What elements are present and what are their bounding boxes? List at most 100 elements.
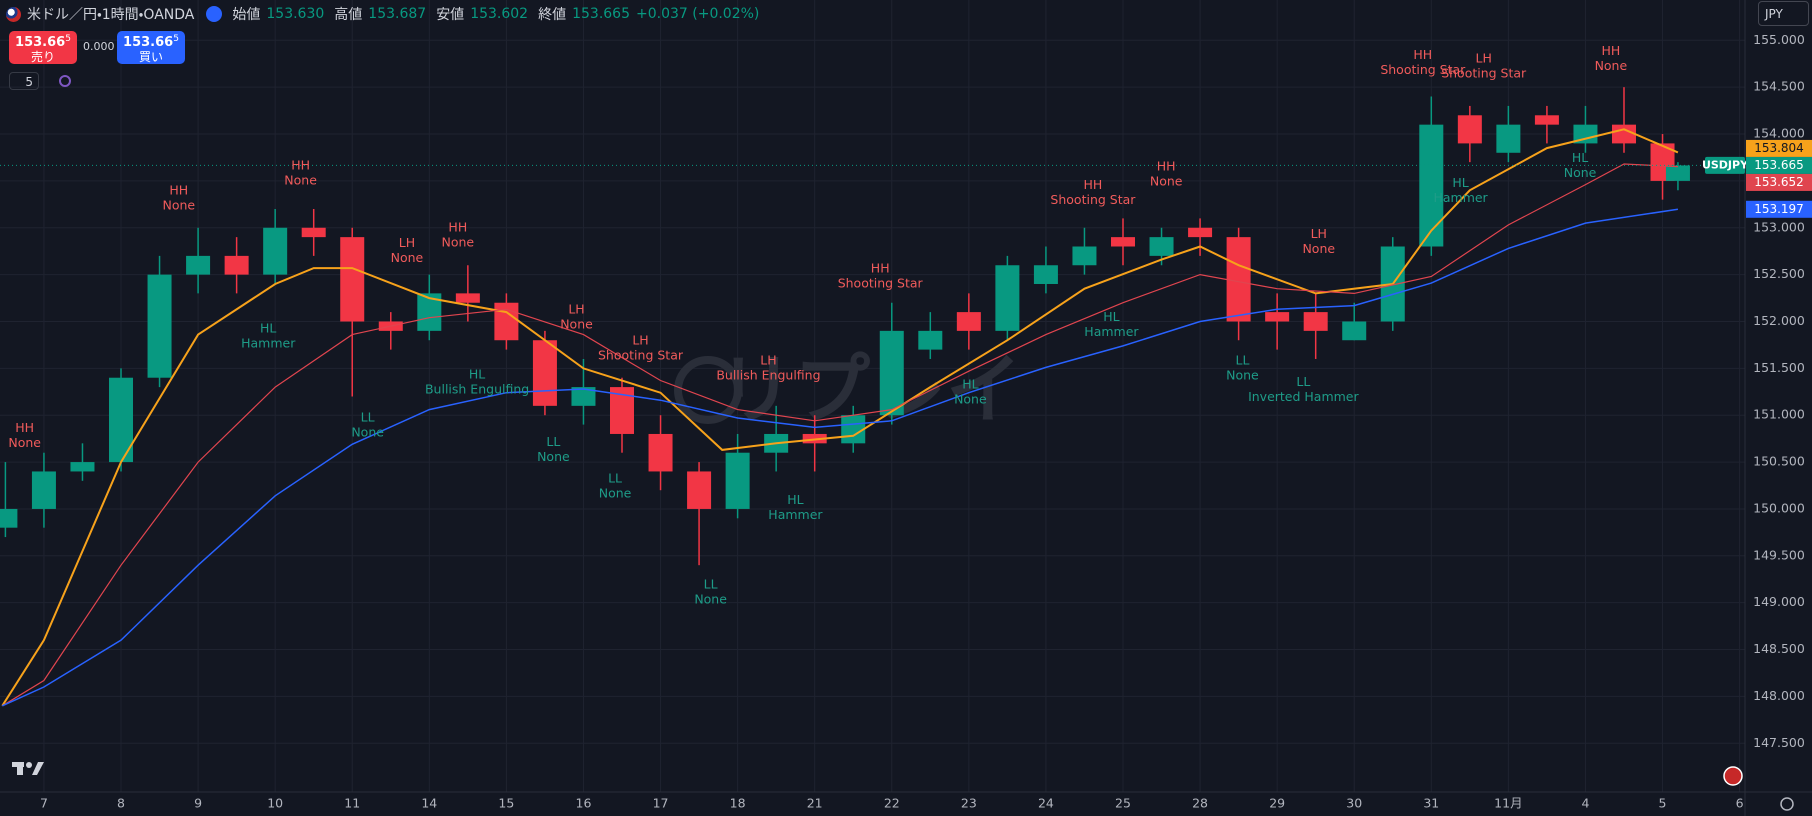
pattern-label: Hammer	[768, 507, 823, 522]
candle-body	[1573, 124, 1598, 144]
header: 米ドル／円・1時間・OANDA 始値 153.630 高値 153.687 安値 15…	[6, 2, 759, 26]
change: +0.037 (+0.02%)	[636, 6, 760, 22]
swing-label: LH	[399, 235, 415, 250]
settings-icon[interactable]	[1780, 797, 1794, 811]
watermark: リプレイ	[718, 345, 1022, 434]
swing-label: HL	[1572, 150, 1588, 165]
swing-label: LH	[568, 302, 584, 317]
ohlc-value: 153.687	[368, 6, 427, 22]
moving-average	[1, 208, 1679, 707]
swing-label: LL	[1296, 374, 1310, 389]
swing-label: HL	[260, 320, 276, 335]
x-tick-label: 22	[884, 796, 900, 811]
candle-body	[879, 330, 904, 416]
pattern-label: None	[1302, 241, 1335, 256]
swing-label: HL	[469, 366, 485, 381]
x-tick-label: 21	[807, 796, 823, 811]
symbol[interactable]: 米ドル／円・1時間・OANDA	[27, 7, 195, 23]
pattern-label: Shooting Star	[598, 348, 684, 363]
swing-label: HH	[15, 420, 34, 435]
candle-body	[571, 387, 596, 406]
candle-body	[1226, 237, 1251, 322]
x-tick-label: 15	[498, 796, 514, 811]
y-tick-label: 149.500	[1753, 547, 1805, 562]
x-tick-label: 31	[1423, 796, 1439, 811]
swing-label: LL	[704, 576, 718, 591]
x-tick-label: 10	[267, 796, 283, 811]
candle-body	[1457, 115, 1482, 144]
swing-label: HH	[1601, 43, 1620, 58]
ohlc-label: 高値	[334, 7, 363, 23]
swing-label: LL	[361, 410, 375, 425]
x-tick-label: 30	[1346, 796, 1362, 811]
swing-label: HH	[169, 183, 188, 198]
y-tick-label: 148.500	[1753, 641, 1805, 656]
candle-body	[1265, 312, 1290, 322]
x-tick-label: 14	[421, 796, 437, 811]
candle-body	[1534, 115, 1559, 125]
y-tick-label: 152.000	[1753, 313, 1805, 328]
pattern-label: Hammer	[1084, 324, 1139, 339]
candle-body	[687, 471, 712, 509]
swing-label: LH	[1311, 226, 1327, 241]
x-tick-label: 5	[1659, 796, 1667, 811]
swing-label: HH	[1157, 158, 1176, 173]
buy-button[interactable]: 153.665 買い	[117, 31, 185, 64]
buy-pip: 5	[173, 34, 179, 44]
currency-select[interactable]: JPY	[1758, 1, 1809, 26]
y-tick-label: 154.000	[1753, 126, 1805, 141]
indicator-icon[interactable]	[59, 75, 71, 87]
candle-body	[263, 227, 288, 275]
x-tick-label: 6	[1736, 796, 1744, 811]
candle-body	[31, 471, 56, 509]
x-tick-label: 8	[117, 796, 125, 811]
y-tick-label: 150.000	[1753, 500, 1805, 515]
swing-label: LL	[608, 470, 622, 485]
candle-body	[186, 255, 211, 275]
flag-icon[interactable]	[1723, 766, 1743, 786]
swing-label: LL	[1235, 352, 1249, 367]
x-tick-label: 11月	[1494, 796, 1522, 811]
candle-body	[1188, 227, 1213, 238]
ma-tag	[1746, 173, 1812, 191]
pattern-label: None	[954, 392, 987, 407]
y-tick-label: 150.500	[1753, 454, 1805, 469]
candle-body	[918, 330, 943, 350]
pattern-label: None	[537, 449, 570, 464]
x-tick-label: 11	[344, 796, 360, 811]
ma-tag	[1746, 200, 1812, 218]
pattern-label: Hammer	[241, 335, 296, 350]
y-tick-label: 148.000	[1753, 688, 1805, 703]
candle-body	[1149, 237, 1174, 256]
y-tick-label: 155.000	[1753, 32, 1805, 47]
x-tick-label: 9	[194, 796, 202, 811]
pattern-label: None	[391, 250, 424, 265]
price-tag	[1746, 156, 1812, 174]
candle-body	[0, 508, 18, 528]
pattern-label: None	[351, 425, 384, 440]
ma-tag-label: 153.197	[1754, 202, 1804, 216]
candle-body	[1611, 124, 1636, 144]
pattern-label: None	[163, 198, 196, 213]
candle-body	[147, 274, 172, 378]
symbol-tag	[1705, 156, 1745, 174]
swing-label: LH	[1476, 51, 1492, 66]
plot: HHNoneHHNoneHHNoneHLHammerLHNoneHHNoneLL…	[0, 43, 1745, 707]
swing-label: LH	[760, 352, 776, 367]
sell-button[interactable]: 153.665 売り	[9, 31, 77, 64]
sell-label: 売り	[30, 50, 55, 64]
ma-tag	[1746, 139, 1812, 157]
x-tick-label: 4	[1581, 796, 1589, 811]
x-tick-label: 23	[961, 796, 977, 811]
replay-button[interactable]	[206, 6, 223, 22]
candle-body	[1419, 124, 1444, 247]
ohlc-value: 153.665	[572, 6, 630, 22]
candle-body	[648, 433, 673, 472]
candle-body	[725, 452, 750, 509]
swing-label: HL	[1103, 309, 1119, 324]
buy-label: 買い	[138, 50, 163, 64]
candle-body	[1342, 321, 1367, 341]
indicator-toggle[interactable]: 5	[9, 72, 39, 90]
